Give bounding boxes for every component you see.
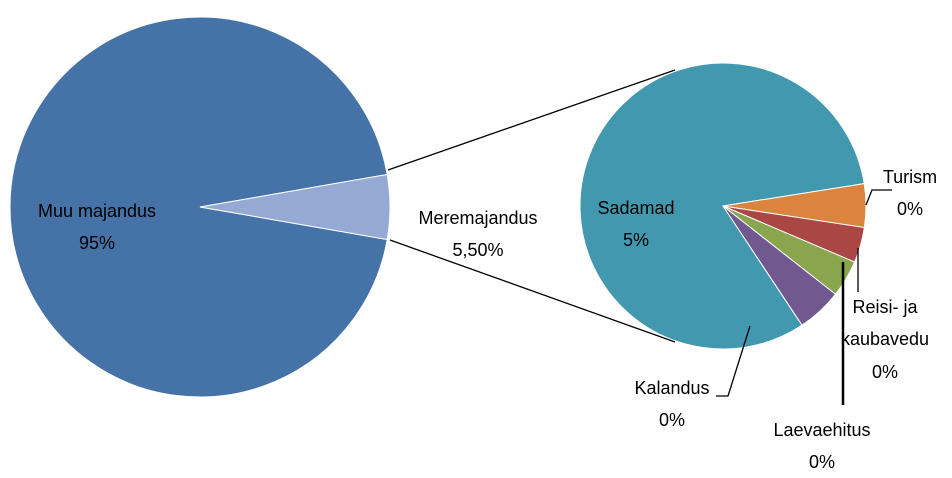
slice-label: Turism [882,167,938,187]
slice-value: 95% [78,233,116,253]
chart [9,16,892,405]
leader-line [716,325,751,397]
slice-value: 0% [808,452,836,472]
slice-label: Laevaehitus [773,420,871,440]
slice-label: Reisi- ja kaubavedu [840,297,930,349]
leader-line [389,239,676,343]
pie-slice [722,205,837,326]
slice-value: 5,50% [452,240,504,260]
slice-label: Meremajandus [418,208,538,228]
slice-label: Muu majandus [37,201,157,221]
pie-slice [9,16,388,398]
slice-label: Kalandus [634,378,710,398]
slice-value: 5% [622,230,650,250]
pie-slice [199,173,391,241]
slice-value: 0% [896,199,924,219]
pie-slice [579,62,865,350]
slice-value: 0% [871,362,899,382]
slice-value: 0% [658,410,686,430]
leader-line [865,189,892,206]
slice-label: Sadamad [597,198,675,218]
leader-line [387,69,676,171]
page: {"chart_data": [ {"type": "pie", "catego… [9,16,938,472]
